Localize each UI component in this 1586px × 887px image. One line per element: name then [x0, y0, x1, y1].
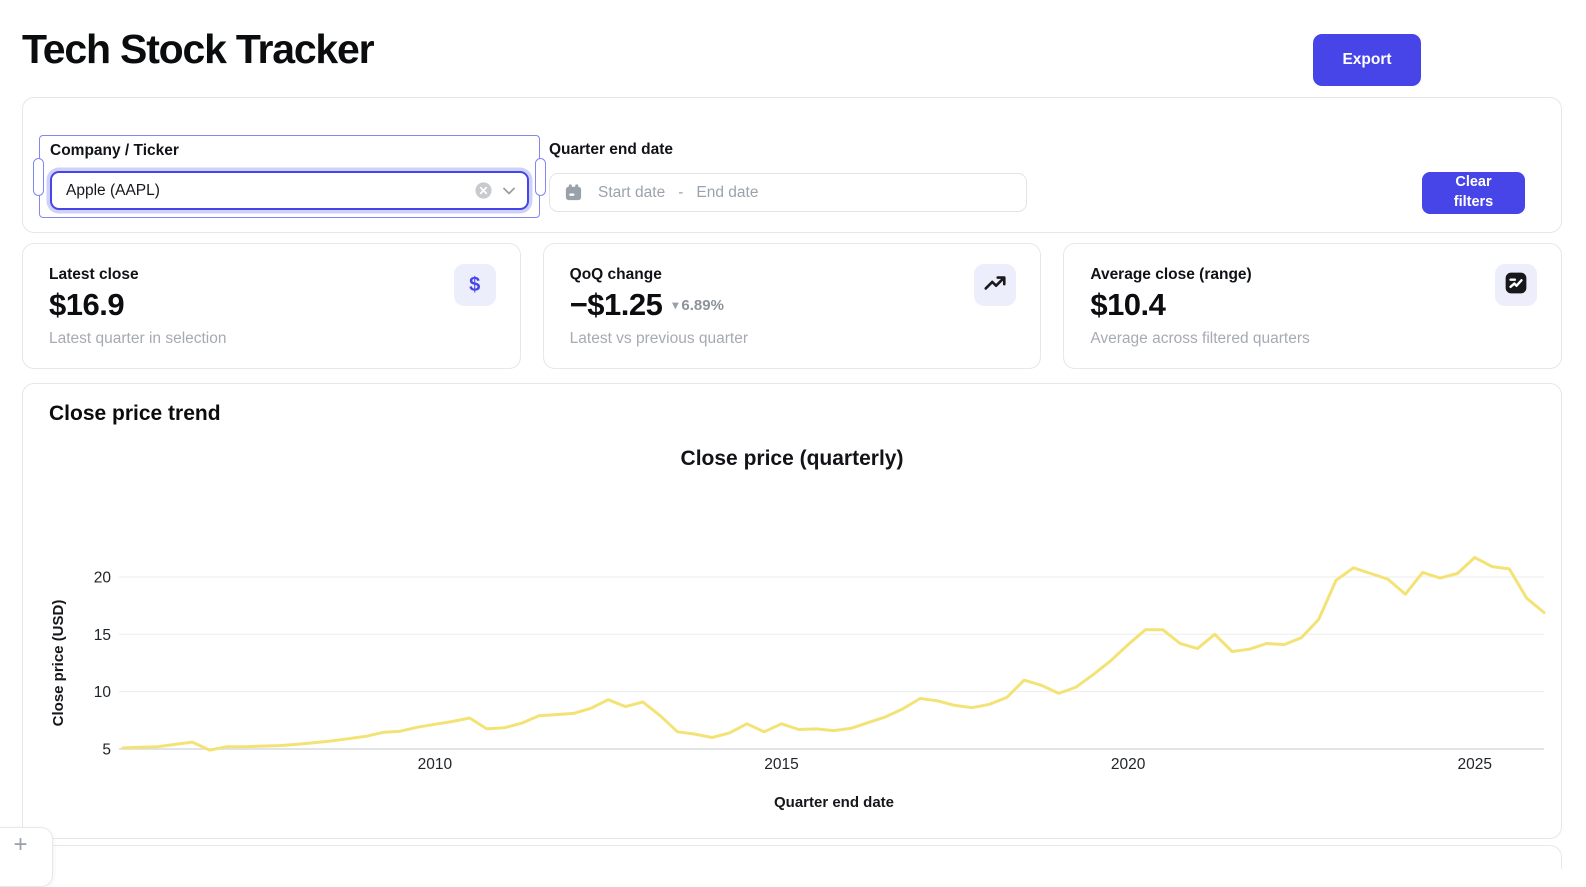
chart-title: Close price (quarterly): [680, 447, 904, 470]
stat-value: −$1.25: [569, 287, 663, 322]
stat-label: Average close (range): [1090, 266, 1252, 283]
date-filter-label: Quarter end date: [549, 141, 674, 158]
date-range-input[interactable]: Start date - End date: [549, 173, 1027, 212]
date-range-separator: -: [678, 183, 684, 201]
clear-selection-icon[interactable]: [474, 181, 493, 200]
svg-text:20: 20: [94, 569, 112, 586]
export-button[interactable]: Export: [1313, 34, 1421, 86]
svg-text:5: 5: [102, 742, 111, 759]
add-widget-button[interactable]: +: [0, 827, 53, 887]
start-date-placeholder: Start date: [598, 183, 666, 201]
drag-handle-right[interactable]: [535, 157, 546, 196]
chart-card: Close price trend Close price (quarterly…: [22, 383, 1562, 839]
svg-text:2020: 2020: [1111, 756, 1146, 773]
drag-handle-left[interactable]: [33, 157, 44, 196]
svg-text:10: 10: [94, 684, 112, 701]
x-axis-label: Quarter end date: [774, 794, 894, 811]
company-filter-selection[interactable]: Company / Ticker Apple (AAPL): [33, 135, 546, 218]
svg-text:2015: 2015: [764, 756, 798, 773]
next-card-top-edge: [22, 845, 1562, 869]
svg-text:2025: 2025: [1457, 756, 1491, 773]
stat-subtext: Latest quarter in selection: [49, 330, 227, 347]
stat-card-qoq-change: QoQ change −$1.25 ▾ 6.89% Latest vs prev…: [542, 243, 1042, 369]
filter-panel: Company / Ticker Apple (AAPL) Quarter en…: [22, 97, 1562, 233]
trending-up-icon: [983, 271, 1007, 300]
svg-text:15: 15: [94, 627, 111, 644]
plus-icon: +: [13, 831, 28, 858]
page-title: Tech Stock Tracker: [22, 26, 375, 72]
company-filter-label: Company / Ticker: [50, 142, 179, 159]
company-select-value: Apple (AAPL): [66, 181, 160, 199]
icon-tile: [974, 264, 1017, 306]
delta-percent: 6.89%: [681, 296, 724, 314]
chart-section-heading: Close price trend: [49, 402, 221, 425]
stat-card-latest-close: Latest close $16.9 Latest quarter in sel…: [22, 243, 521, 369]
chart-line-icon: [1504, 271, 1528, 300]
stats-row: Latest close $16.9 Latest quarter in sel…: [22, 243, 1562, 369]
end-date-placeholder: End date: [696, 183, 759, 201]
stat-subtext: Average across filtered quarters: [1090, 330, 1310, 347]
svg-text:2010: 2010: [418, 756, 453, 773]
caret-down-icon: ▾: [672, 298, 679, 312]
stat-subtext: Latest vs previous quarter: [569, 330, 748, 347]
stat-label: QoQ change: [569, 266, 662, 283]
dollar-icon: $: [469, 273, 481, 296]
stat-value: $16.9: [49, 287, 125, 322]
company-select[interactable]: Apple (AAPL): [50, 171, 529, 210]
clear-filters-button[interactable]: Clear filters: [1422, 172, 1525, 214]
stat-label: Latest close: [49, 266, 139, 283]
chevron-down-icon[interactable]: [503, 187, 515, 195]
delta-badge: ▾ 6.89%: [672, 297, 724, 314]
icon-tile: $: [453, 264, 496, 306]
icon-tile: [1494, 264, 1537, 306]
close-price-line-chart: 5 10 15 20 2010 2015 2020 2025 Quarter end date C…: [50, 556, 1546, 811]
calendar-icon: [564, 183, 583, 202]
stat-card-average-close: Average close (range) $10.4 Average acro…: [1063, 243, 1562, 369]
y-axis-label: Close price (USD): [50, 600, 67, 727]
stat-value: $10.4: [1090, 287, 1166, 322]
